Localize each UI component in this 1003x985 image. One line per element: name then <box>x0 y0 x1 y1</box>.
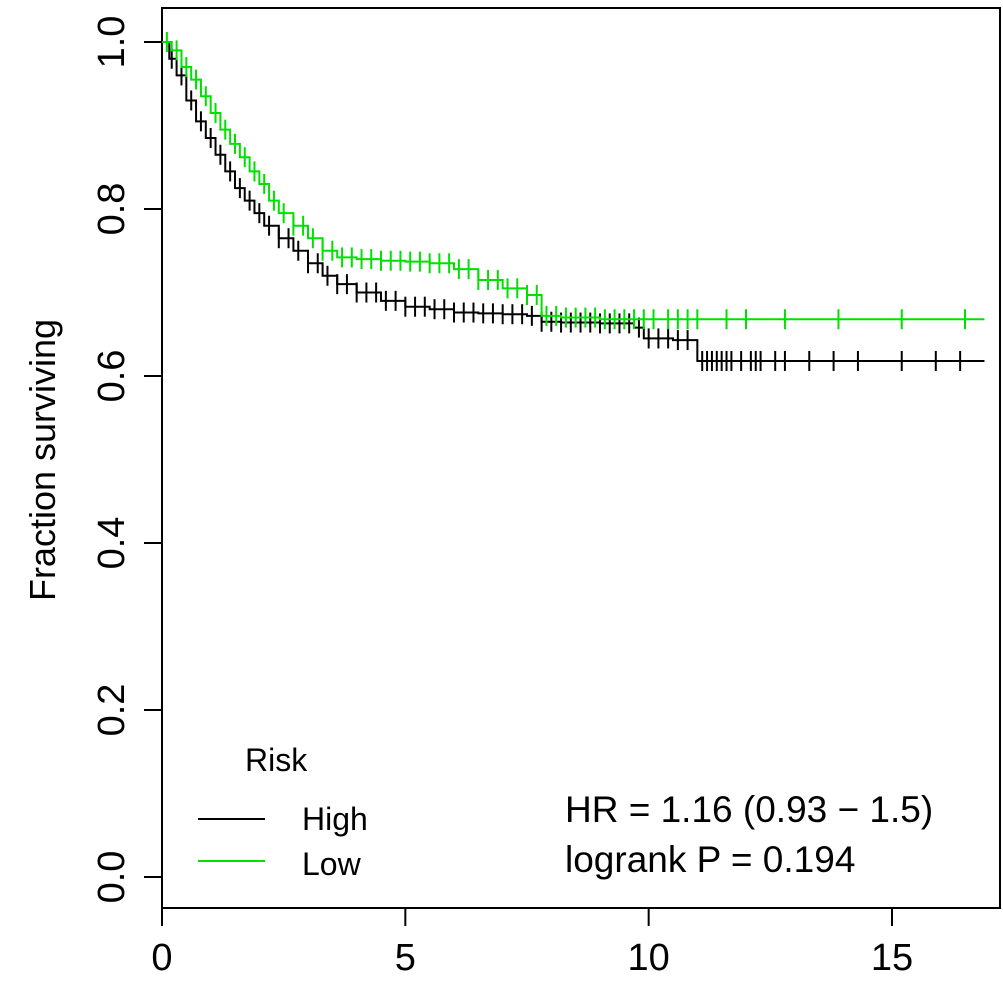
legend-entry-low: Low <box>302 846 362 882</box>
x-tick-label: 0 <box>151 937 172 979</box>
x-axis: 0 5 10 15 <box>151 908 913 979</box>
legend-title: Risk <box>245 742 308 778</box>
plot-frame <box>161 7 1001 909</box>
x-tick-label: 10 <box>628 937 670 979</box>
y-tick-label: 0.2 <box>91 684 133 737</box>
curve-low <box>162 41 985 321</box>
plot-border <box>161 7 1001 909</box>
logrank-p-text: logrank P = 0.194 <box>565 839 855 880</box>
y-tick-label: 0.0 <box>91 851 133 904</box>
legend: Risk High Low <box>198 742 368 882</box>
y-tick-label: 0.8 <box>91 183 133 236</box>
y-tick-label: 0.4 <box>91 517 133 570</box>
x-tick-label: 15 <box>871 937 913 979</box>
y-tick-label: 1.0 <box>91 16 133 69</box>
y-axis-label: Fraction surviving <box>22 319 63 601</box>
y-tick-label: 0.6 <box>91 350 133 403</box>
hazard-ratio-text: HR = 1.16 (0.93 − 1.5) <box>565 789 933 830</box>
x-tick-label: 5 <box>395 937 416 979</box>
curve-high <box>162 41 985 362</box>
y-axis: 0.0 0.2 0.4 0.6 0.8 1.0 <box>91 16 162 904</box>
survival-curves <box>162 32 985 371</box>
legend-entry-high: High <box>302 801 368 837</box>
